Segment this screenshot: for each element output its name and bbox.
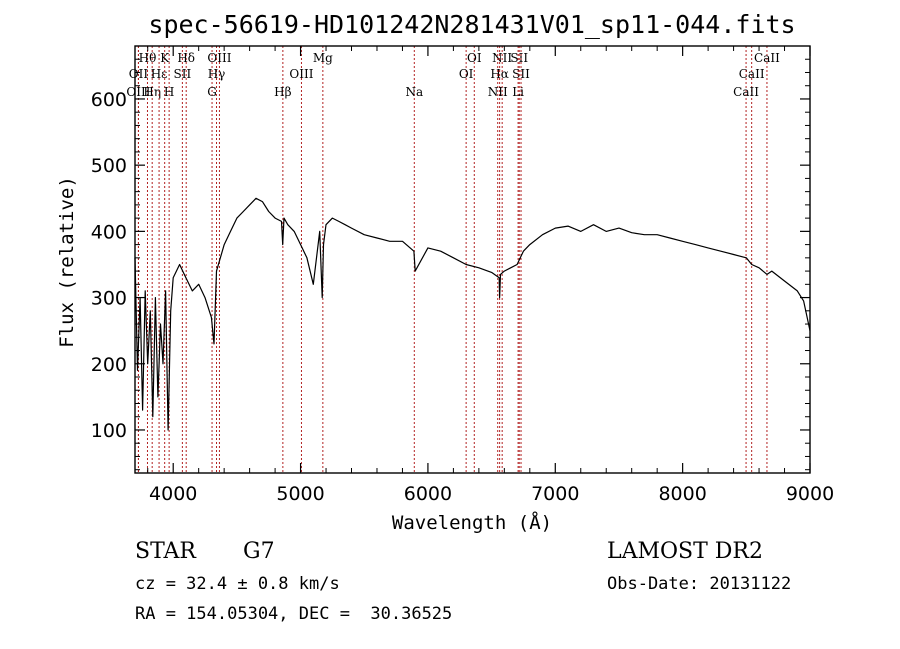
redshift-label: cz = 32.4 ± 0.8 km/s [135,574,340,594]
x-axis-label: Wavelength (Å) [392,511,552,534]
x-tick-label-1: 5000 [276,483,324,505]
plot-frame [134,45,811,474]
obs-date-label: Obs-Date: 20131122 [607,574,792,594]
y-tick-label-3: 400 [91,221,127,243]
line-label-12: Hβ [274,85,291,99]
chart-title: spec-56619-HD101242N281431V01_sp11-044.f… [148,10,795,39]
line-label-21: SII [510,51,528,65]
x-tick-label-3: 7000 [531,483,579,505]
line-label-8: Hδ [177,51,195,65]
x-tick-label-0: 4000 [149,483,197,505]
object-type-label: STAR [135,539,196,564]
line-label-22: SII [512,67,530,81]
x-tick-label-5: 9000 [786,483,834,505]
coordinates-label: RA = 154.05304, DEC = 30.36525 [135,604,453,624]
line-label-10: Hγ [208,67,226,81]
y-axis-label: Flux (relative) [56,176,78,348]
line-label-26: CaII [733,85,759,99]
axis-ticks: 4000 5000 6000 7000 8000 9000 100 200 300 400 500 6… [91,46,834,505]
line-label-24: CaII [754,51,780,65]
line-label-4: Hε [151,67,168,81]
y-tick-label-4: 500 [91,155,127,177]
line-label-6: H [164,85,174,99]
line-label-25: CaII [739,67,765,81]
line-label-5: K [160,51,170,65]
y-tick-label-2: 300 [91,288,127,310]
y-tick-label-1: 200 [91,354,127,376]
y-tick-label-0: 100 [91,420,127,442]
line-label-20: NII [488,85,508,99]
line-label-9: OIII [207,51,231,65]
line-label-18: NII [492,51,512,65]
plot-border [134,45,811,474]
line-label-0: Hθ [139,51,157,65]
spectrum-line-0 [134,197,811,431]
line-label-11: G [207,85,217,99]
line-label-2: OIII [126,85,150,99]
line-label-17: OI [459,67,474,81]
line-label-19: Hα [490,67,509,81]
x-tick-label-2: 6000 [404,483,452,505]
subclass-label: G7 [243,539,275,564]
line-label-3: Hη [143,85,161,99]
line-label-23: Li [512,85,524,99]
line-label-16: OI [467,51,482,65]
line-label-15: Na [405,85,423,99]
survey-label: LAMOST DR2 [607,539,763,564]
x-tick-label-4: 8000 [658,483,706,505]
line-label-13: OIII [289,67,313,81]
line-label-7: SII [174,67,192,81]
y-tick-label-5: 600 [91,89,127,111]
spectrum-series [134,197,811,431]
line-label-14: Mg [313,51,333,65]
